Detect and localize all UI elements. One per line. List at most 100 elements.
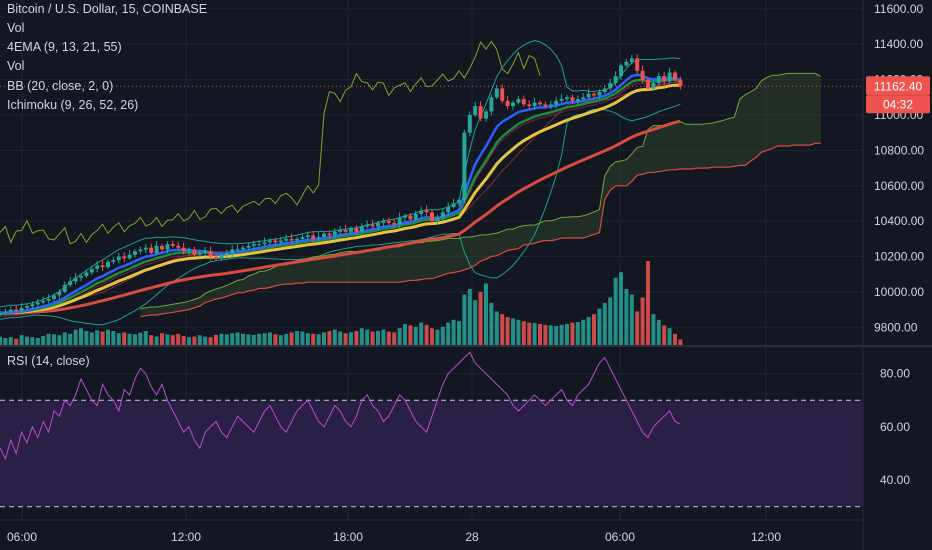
candle-body <box>586 93 591 98</box>
candle-body <box>397 217 402 225</box>
candle-body <box>25 306 29 308</box>
candle-body <box>419 210 424 215</box>
volume-bar <box>532 323 537 345</box>
price-tick-label: 10800.00 <box>874 143 924 157</box>
price-tick-label: 11400.00 <box>874 37 923 51</box>
rsi-title[interactable]: RSI (14, close) <box>7 354 90 368</box>
indicator-ichimoku[interactable]: Ichimoku (9, 26, 52, 26) <box>7 98 139 112</box>
volume-bar <box>52 334 56 345</box>
time-tick-label: 12:00 <box>171 530 201 544</box>
volume-bar <box>100 331 105 345</box>
volume-bar <box>365 329 370 345</box>
volume-bar <box>602 303 607 345</box>
volume-bar <box>68 333 73 345</box>
ichimoku-cloud-fill <box>140 73 821 317</box>
volume-bar <box>521 321 526 345</box>
candle-body <box>295 238 299 241</box>
volume-bar <box>0 336 2 345</box>
time-tick-label: 12:00 <box>751 530 781 544</box>
candle-body <box>52 295 56 299</box>
price-tick-label: 10000.00 <box>874 285 924 299</box>
volume-bar <box>430 328 434 345</box>
volume-bar <box>3 338 8 345</box>
candles[interactable] <box>0 54 683 317</box>
candle-body <box>181 247 186 252</box>
volume-bar <box>354 331 359 345</box>
volume-bar <box>478 291 483 345</box>
volume-bar <box>262 333 267 345</box>
volume-bar <box>338 331 343 345</box>
volume-bar <box>235 332 240 345</box>
candle-body <box>0 313 2 315</box>
volume-bar <box>505 317 510 345</box>
candle-body <box>8 309 13 312</box>
volume-bar <box>316 334 321 345</box>
volume-bar <box>278 335 283 345</box>
volume-bar <box>392 332 397 345</box>
indicator-vol-2[interactable]: Vol <box>7 59 25 73</box>
volume-bar <box>165 334 170 345</box>
volume-bar <box>565 324 569 345</box>
candle-body <box>656 76 661 84</box>
candle-body <box>565 97 569 100</box>
time-tick-label: 28 <box>465 530 479 544</box>
volume-bar <box>381 329 386 345</box>
symbol-title[interactable]: Bitcoin / U.S. Dollar, 15, COINBASE <box>7 2 208 16</box>
candle-body <box>673 72 677 80</box>
candle-body <box>602 88 607 92</box>
volume-bar <box>127 333 132 345</box>
candle-body <box>14 309 19 312</box>
candle-body <box>100 265 105 268</box>
candle-body <box>116 256 121 261</box>
volume-bar <box>424 324 429 345</box>
candle-body <box>613 76 618 84</box>
candle-body <box>640 70 645 80</box>
volume-bar <box>673 333 677 345</box>
candle-body <box>111 260 116 262</box>
ichimoku-lagging-span <box>0 40 541 245</box>
volume-bar <box>581 319 586 345</box>
price-tick-label: 11600.00 <box>874 2 923 16</box>
candle-body <box>62 284 67 292</box>
candle-body <box>462 132 467 200</box>
volume-bar <box>46 333 51 345</box>
ichimoku-span-b <box>140 142 821 318</box>
candle-body <box>187 249 191 252</box>
candle-body <box>646 79 650 89</box>
countdown-badge-value: 04:32 <box>883 97 913 111</box>
volume-bar <box>41 336 46 345</box>
candle-body <box>143 247 148 250</box>
volume-bar <box>160 333 164 345</box>
ema-55 <box>0 119 681 315</box>
candle-body <box>19 307 24 312</box>
volume-bar <box>84 331 89 345</box>
ema-13 <box>0 78 681 315</box>
candle-body <box>478 106 483 119</box>
volume-bar <box>305 333 310 345</box>
volume-bar <box>413 326 418 345</box>
time-tick-label: 06:00 <box>605 530 635 544</box>
volume-bar <box>516 319 521 345</box>
price-tick-label: 9800.00 <box>874 320 918 334</box>
volume-bar <box>181 336 186 345</box>
candle-body <box>532 102 537 107</box>
candle-body <box>521 99 526 105</box>
candle-body <box>446 207 451 213</box>
candle-body <box>165 244 170 250</box>
volume-bar <box>543 324 548 345</box>
volume-bar <box>662 325 667 345</box>
indicator-4ema[interactable]: 4EMA (9, 13, 21, 55) <box>7 40 122 54</box>
candle-body <box>543 104 548 107</box>
candle-body <box>127 254 132 259</box>
volume-bar <box>187 337 191 345</box>
indicator-vol[interactable]: Vol <box>7 21 25 35</box>
volume-bar <box>559 324 564 345</box>
volume-bar <box>79 328 83 345</box>
candle-body <box>505 100 510 107</box>
volume-bar <box>343 333 348 345</box>
candle-body <box>192 249 197 255</box>
volume-bar <box>548 325 553 345</box>
indicator-bb[interactable]: BB (20, close, 2, 0) <box>7 79 114 93</box>
ichimoku-span-a <box>140 72 822 310</box>
